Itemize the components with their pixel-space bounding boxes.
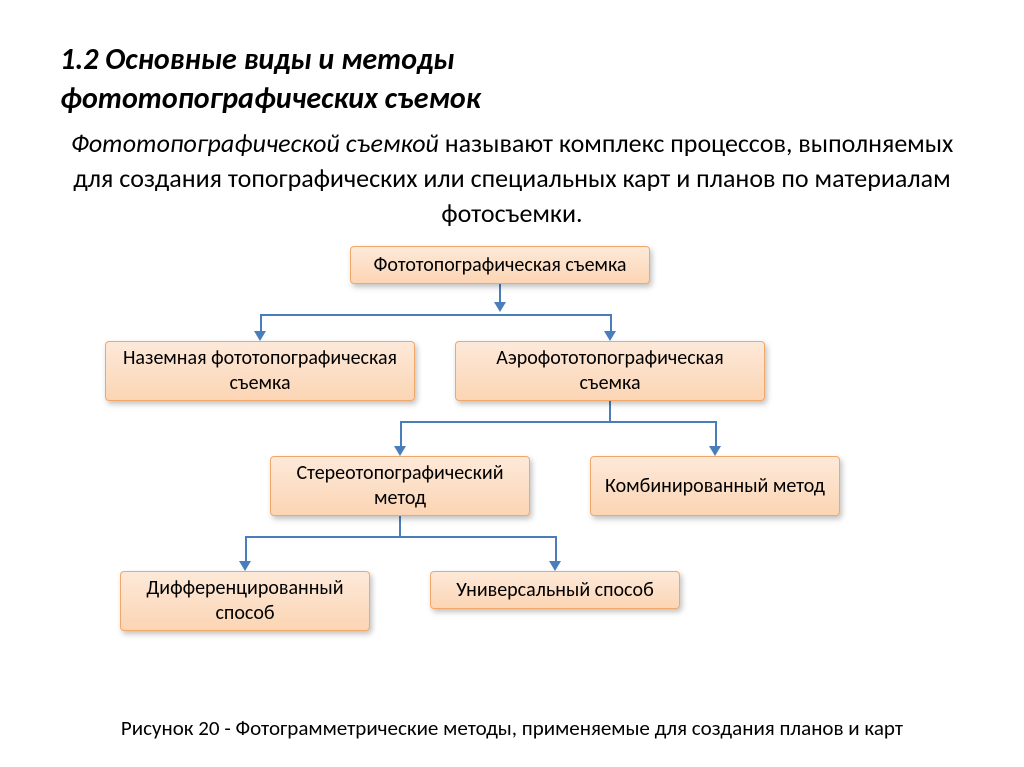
arrow-down-icon xyxy=(604,331,616,341)
intro-paragraph: Фототопографической съемкой называют ком… xyxy=(60,126,964,231)
caption-text: Рисунок 20 - Фотограмметрические методы,… xyxy=(121,715,903,741)
edge xyxy=(715,421,717,447)
tree-diagram: Фототопографическая съемка Наземная фото… xyxy=(60,246,964,696)
tree-node-root: Фототопографическая съемка xyxy=(350,246,650,284)
tree-node-diff: Дифференцированный способ xyxy=(120,571,370,631)
edge xyxy=(400,421,402,447)
node-label: Стереотопографический метод xyxy=(281,461,519,511)
edge xyxy=(555,536,557,562)
edge xyxy=(499,284,501,304)
edge xyxy=(260,314,612,316)
page-title: 1.2 Основные виды и методы фототопографи… xyxy=(60,40,964,118)
tree-node-aero: Аэрофототопографическая съемка xyxy=(455,341,765,401)
arrow-down-icon xyxy=(394,446,406,456)
arrow-down-icon xyxy=(549,561,561,571)
tree-node-ground: Наземная фототопографическая съемка xyxy=(105,341,415,401)
edge xyxy=(399,516,401,536)
edge xyxy=(260,314,262,332)
node-label: Наземная фототопографическая съемка xyxy=(116,346,404,396)
figure-caption: Рисунок 20 - Фотограмметрические методы,… xyxy=(60,715,964,742)
tree-node-stereo: Стереотопографический метод xyxy=(270,456,530,516)
node-label: Дифференцированный способ xyxy=(131,576,359,626)
node-label: Универсальный способ xyxy=(456,578,653,603)
edge xyxy=(609,401,611,421)
title-line2: фототопографических съемок xyxy=(60,80,481,117)
intro-emphasized: Фототопографической съемкой xyxy=(71,127,439,159)
node-label: Аэрофототопографическая съемка xyxy=(466,346,754,396)
tree-node-combo: Комбинированный метод xyxy=(590,456,840,516)
node-label: Комбинированный метод xyxy=(605,474,825,499)
edge xyxy=(245,536,557,538)
title-line1: 1.2 Основные виды и методы xyxy=(60,41,455,78)
arrow-down-icon xyxy=(254,331,266,341)
edge xyxy=(400,421,717,423)
arrow-down-icon xyxy=(239,561,251,571)
node-label: Фототопографическая съемка xyxy=(373,253,626,278)
edge xyxy=(610,314,612,332)
edge xyxy=(245,536,247,562)
tree-node-univ: Универсальный способ xyxy=(430,571,680,609)
arrow-down-icon xyxy=(494,302,506,312)
arrow-down-icon xyxy=(709,446,721,456)
